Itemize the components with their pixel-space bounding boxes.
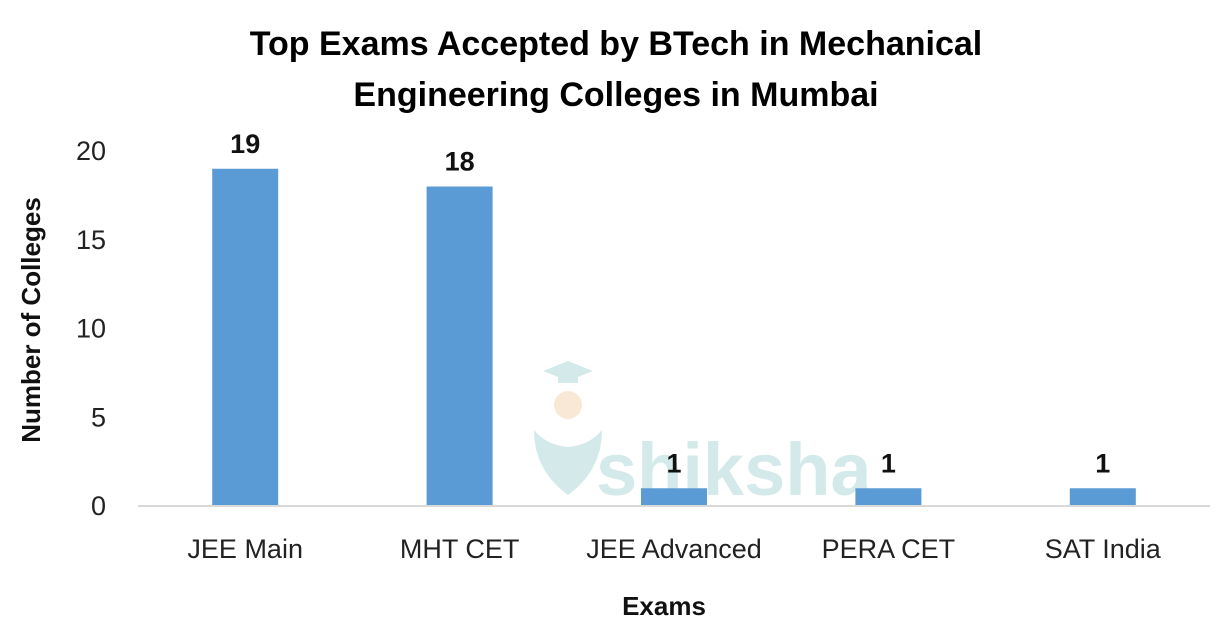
x-tick-label: MHT CET [400, 534, 520, 564]
y-tick-label: 0 [91, 491, 106, 521]
data-label: 1 [881, 448, 896, 478]
chart-title-line-1: Top Exams Accepted by BTech in Mechanica… [249, 25, 983, 63]
y-tick-label: 10 [76, 314, 106, 344]
data-label: 1 [666, 448, 681, 478]
bar-pera-cet [855, 488, 922, 506]
chart-title-line-2: Engineering Colleges in Mumbai [353, 76, 879, 114]
bar-jee-advanced [641, 488, 707, 506]
data-label: 18 [445, 147, 475, 177]
x-tick-label: JEE Advanced [586, 534, 762, 564]
data-label: 1 [1095, 448, 1110, 478]
data-label: 19 [230, 129, 260, 159]
x-tick-label: SAT India [1045, 534, 1162, 564]
x-tick-label: PERA CET [822, 534, 956, 564]
bar-sat-india [1069, 488, 1136, 506]
y-tick-label: 15 [76, 225, 106, 255]
bar-jee-main [212, 168, 279, 506]
y-axis-title: Number of Colleges [16, 197, 46, 443]
bar-mht-cet [426, 186, 493, 506]
watermark-text: shiksha [596, 428, 872, 511]
y-tick-label: 20 [76, 136, 106, 166]
x-tick-label: JEE Main [187, 534, 303, 564]
y-tick-label: 5 [91, 402, 106, 432]
graduate-cap-icon [534, 361, 602, 495]
x-axis-title: Exams [622, 591, 706, 621]
